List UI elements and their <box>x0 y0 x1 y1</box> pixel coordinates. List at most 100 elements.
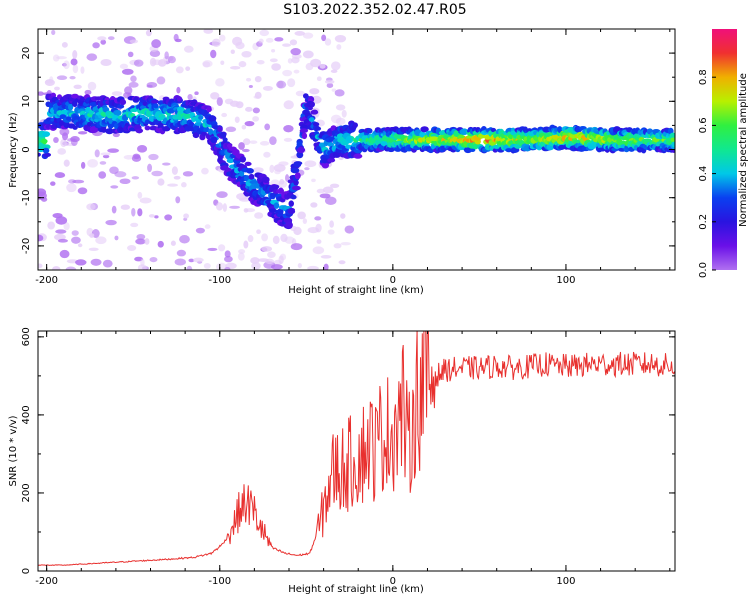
spectral-cell <box>61 41 68 48</box>
spectral-cell <box>195 227 205 234</box>
spectral-cell <box>344 225 355 234</box>
spectral-cell <box>310 202 318 208</box>
spectral-cell <box>283 137 293 142</box>
chart-title: S103.2022.352.02.47.R05 <box>283 2 467 18</box>
spectral-cell <box>72 50 78 59</box>
spectral-cell <box>302 50 314 59</box>
spectral-cell <box>312 246 325 255</box>
spectral-cell <box>164 214 173 221</box>
spectral-cell <box>459 128 469 136</box>
spectral-cell <box>345 135 352 142</box>
spectral-cell <box>294 31 306 36</box>
spectral-cell <box>56 56 67 60</box>
spectral-cell <box>302 32 314 39</box>
colorbar-tick-label: 0.0 <box>698 262 709 278</box>
spectral-cell <box>68 103 74 111</box>
snr-y-ticks: 0 200 400 600 <box>21 327 675 574</box>
spectral-cell <box>80 161 86 169</box>
spectral-cell <box>263 151 271 158</box>
spectral-cell <box>327 158 336 163</box>
spectral-cell <box>324 38 332 46</box>
spectral-cell <box>119 63 129 70</box>
spectral-cell <box>154 215 159 219</box>
spectral-cell <box>65 266 77 270</box>
spectral-cell <box>248 173 255 180</box>
colorbar-tick-label: 0.2 <box>698 214 709 230</box>
spectral-cell <box>238 197 251 202</box>
spectral-cell <box>43 152 52 157</box>
spectral-cell <box>71 236 81 244</box>
spectral-cell <box>232 36 243 46</box>
spectral-cell <box>254 212 264 219</box>
spectral-cell <box>105 219 117 226</box>
spectral-cell <box>162 125 171 132</box>
spectral-cell <box>203 262 211 269</box>
spectral-cell <box>92 42 100 49</box>
spectral-cell <box>324 196 337 205</box>
spectral-cell <box>671 141 675 148</box>
spectral-cell <box>287 208 296 215</box>
spectral-cell <box>274 37 284 42</box>
spectral-cell <box>309 88 320 95</box>
spectral-cell <box>254 75 262 83</box>
y-tick-label: 10 <box>21 95 32 108</box>
spectral-cell <box>114 171 127 178</box>
spectral-cell <box>301 132 308 140</box>
spectral-cell <box>216 97 223 107</box>
spectral-cell <box>557 126 563 133</box>
spectral-cell <box>207 247 218 251</box>
spectral-cell <box>316 188 325 194</box>
spectral-cell <box>131 155 142 162</box>
spectral-cell <box>164 51 169 60</box>
spectral-cell <box>174 258 186 266</box>
spectral-cell <box>42 147 50 154</box>
spectral-cell <box>84 89 92 95</box>
x-tick-label: 0 <box>390 275 396 286</box>
spectrogram-y-label: Frequency (Hz) <box>8 112 19 188</box>
spectral-cell <box>174 38 182 43</box>
spectral-cell <box>144 125 151 131</box>
spectral-cell <box>119 178 131 185</box>
spectral-cell <box>265 258 275 265</box>
spectral-cell <box>247 235 254 243</box>
spectral-cell <box>669 132 675 139</box>
spectral-cell <box>216 262 227 270</box>
spectral-cell <box>246 77 252 82</box>
spectral-cell <box>335 104 346 111</box>
spectral-cell <box>78 131 88 135</box>
spectral-cell <box>262 85 273 91</box>
spectral-cell <box>290 167 300 174</box>
spectral-cell <box>97 36 107 41</box>
spectral-cell <box>246 168 254 174</box>
spectral-cell <box>137 264 147 270</box>
spectral-cell <box>296 151 304 159</box>
spectral-cell <box>62 132 69 141</box>
spectral-cell <box>127 245 137 251</box>
spectral-cell <box>323 263 329 270</box>
spectral-cell <box>100 58 112 66</box>
spectral-cell <box>309 101 315 108</box>
spectral-cell <box>262 176 270 184</box>
spectral-cell <box>88 109 95 115</box>
colorbar-label: Normalized spectral amplitude <box>738 73 749 227</box>
spectral-cell <box>40 197 48 202</box>
spectral-cell <box>310 58 322 68</box>
spectral-cell <box>219 34 226 42</box>
spectral-cell <box>274 169 281 175</box>
spectral-cell <box>320 254 332 259</box>
spectral-cell <box>238 249 246 254</box>
spectral-cell <box>52 54 60 62</box>
spectral-cell <box>158 59 167 67</box>
spectral-cell <box>56 75 68 81</box>
spectral-cell <box>59 249 70 259</box>
spectral-cell <box>63 60 70 70</box>
spectral-cell <box>327 229 335 235</box>
spectral-cell <box>490 127 497 133</box>
x-tick-label: -200 <box>35 275 58 286</box>
spectral-cell <box>148 153 159 161</box>
spectral-cell <box>121 68 134 75</box>
colorbar-tick-label: 0.6 <box>698 117 709 133</box>
spectral-cell <box>116 104 125 109</box>
spectral-cell <box>265 37 274 43</box>
